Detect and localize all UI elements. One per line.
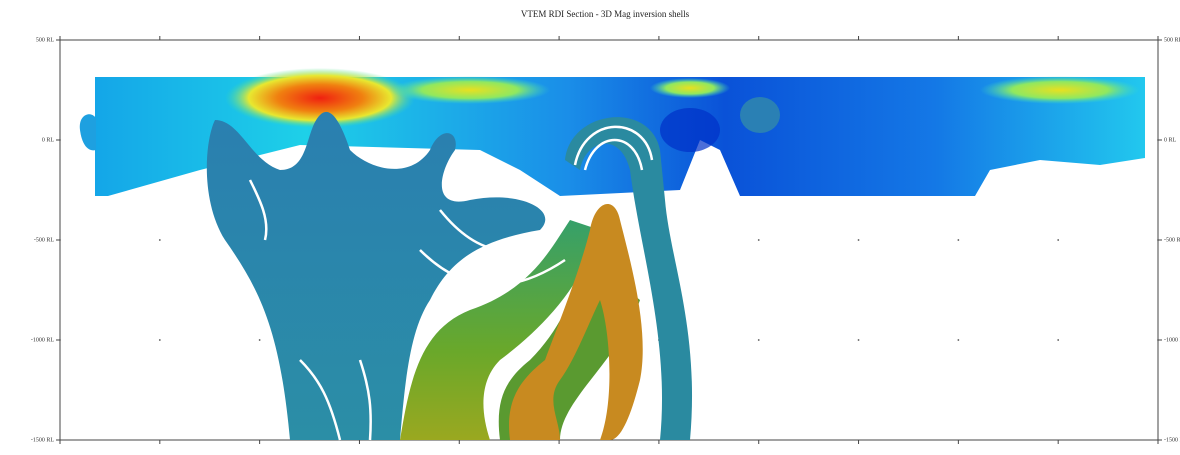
y-tick-label: 0 RL — [1164, 137, 1177, 143]
grid-dot — [757, 239, 760, 241]
y-tick-label: 0 RL — [42, 137, 55, 143]
grid-dot — [757, 339, 760, 341]
grid-dot — [857, 339, 860, 341]
y-tick-label: -500 RL — [34, 237, 55, 243]
grid-dot — [957, 239, 960, 241]
y-tick-label: -1500 RL — [31, 437, 55, 443]
ticks: 500 RL 0 RL -500 RL -1000 RL -1500 RL 500 RL 0… — [31, 36, 1180, 444]
y-tick-label: -1500 RL — [1164, 437, 1180, 443]
y-tick-label: -500 RL — [1164, 237, 1180, 243]
grid-dot — [1057, 239, 1060, 241]
grid-dot — [1057, 339, 1060, 341]
grid-dot — [857, 239, 860, 241]
grid-dot — [158, 339, 161, 341]
y-tick-label: 500 RL — [1164, 37, 1180, 43]
y-tick-label: 500 RL — [36, 37, 55, 43]
grid-dot — [158, 239, 161, 241]
y-tick-label: -1000 RL — [1164, 337, 1180, 343]
title: VTEM RDI Section - 3D Mag inversion shel… — [521, 9, 690, 19]
grid-dot — [957, 339, 960, 341]
grid-dot — [258, 339, 261, 341]
mag-shells — [206, 111, 693, 441]
y-tick-label: -1000 RL — [31, 337, 55, 343]
